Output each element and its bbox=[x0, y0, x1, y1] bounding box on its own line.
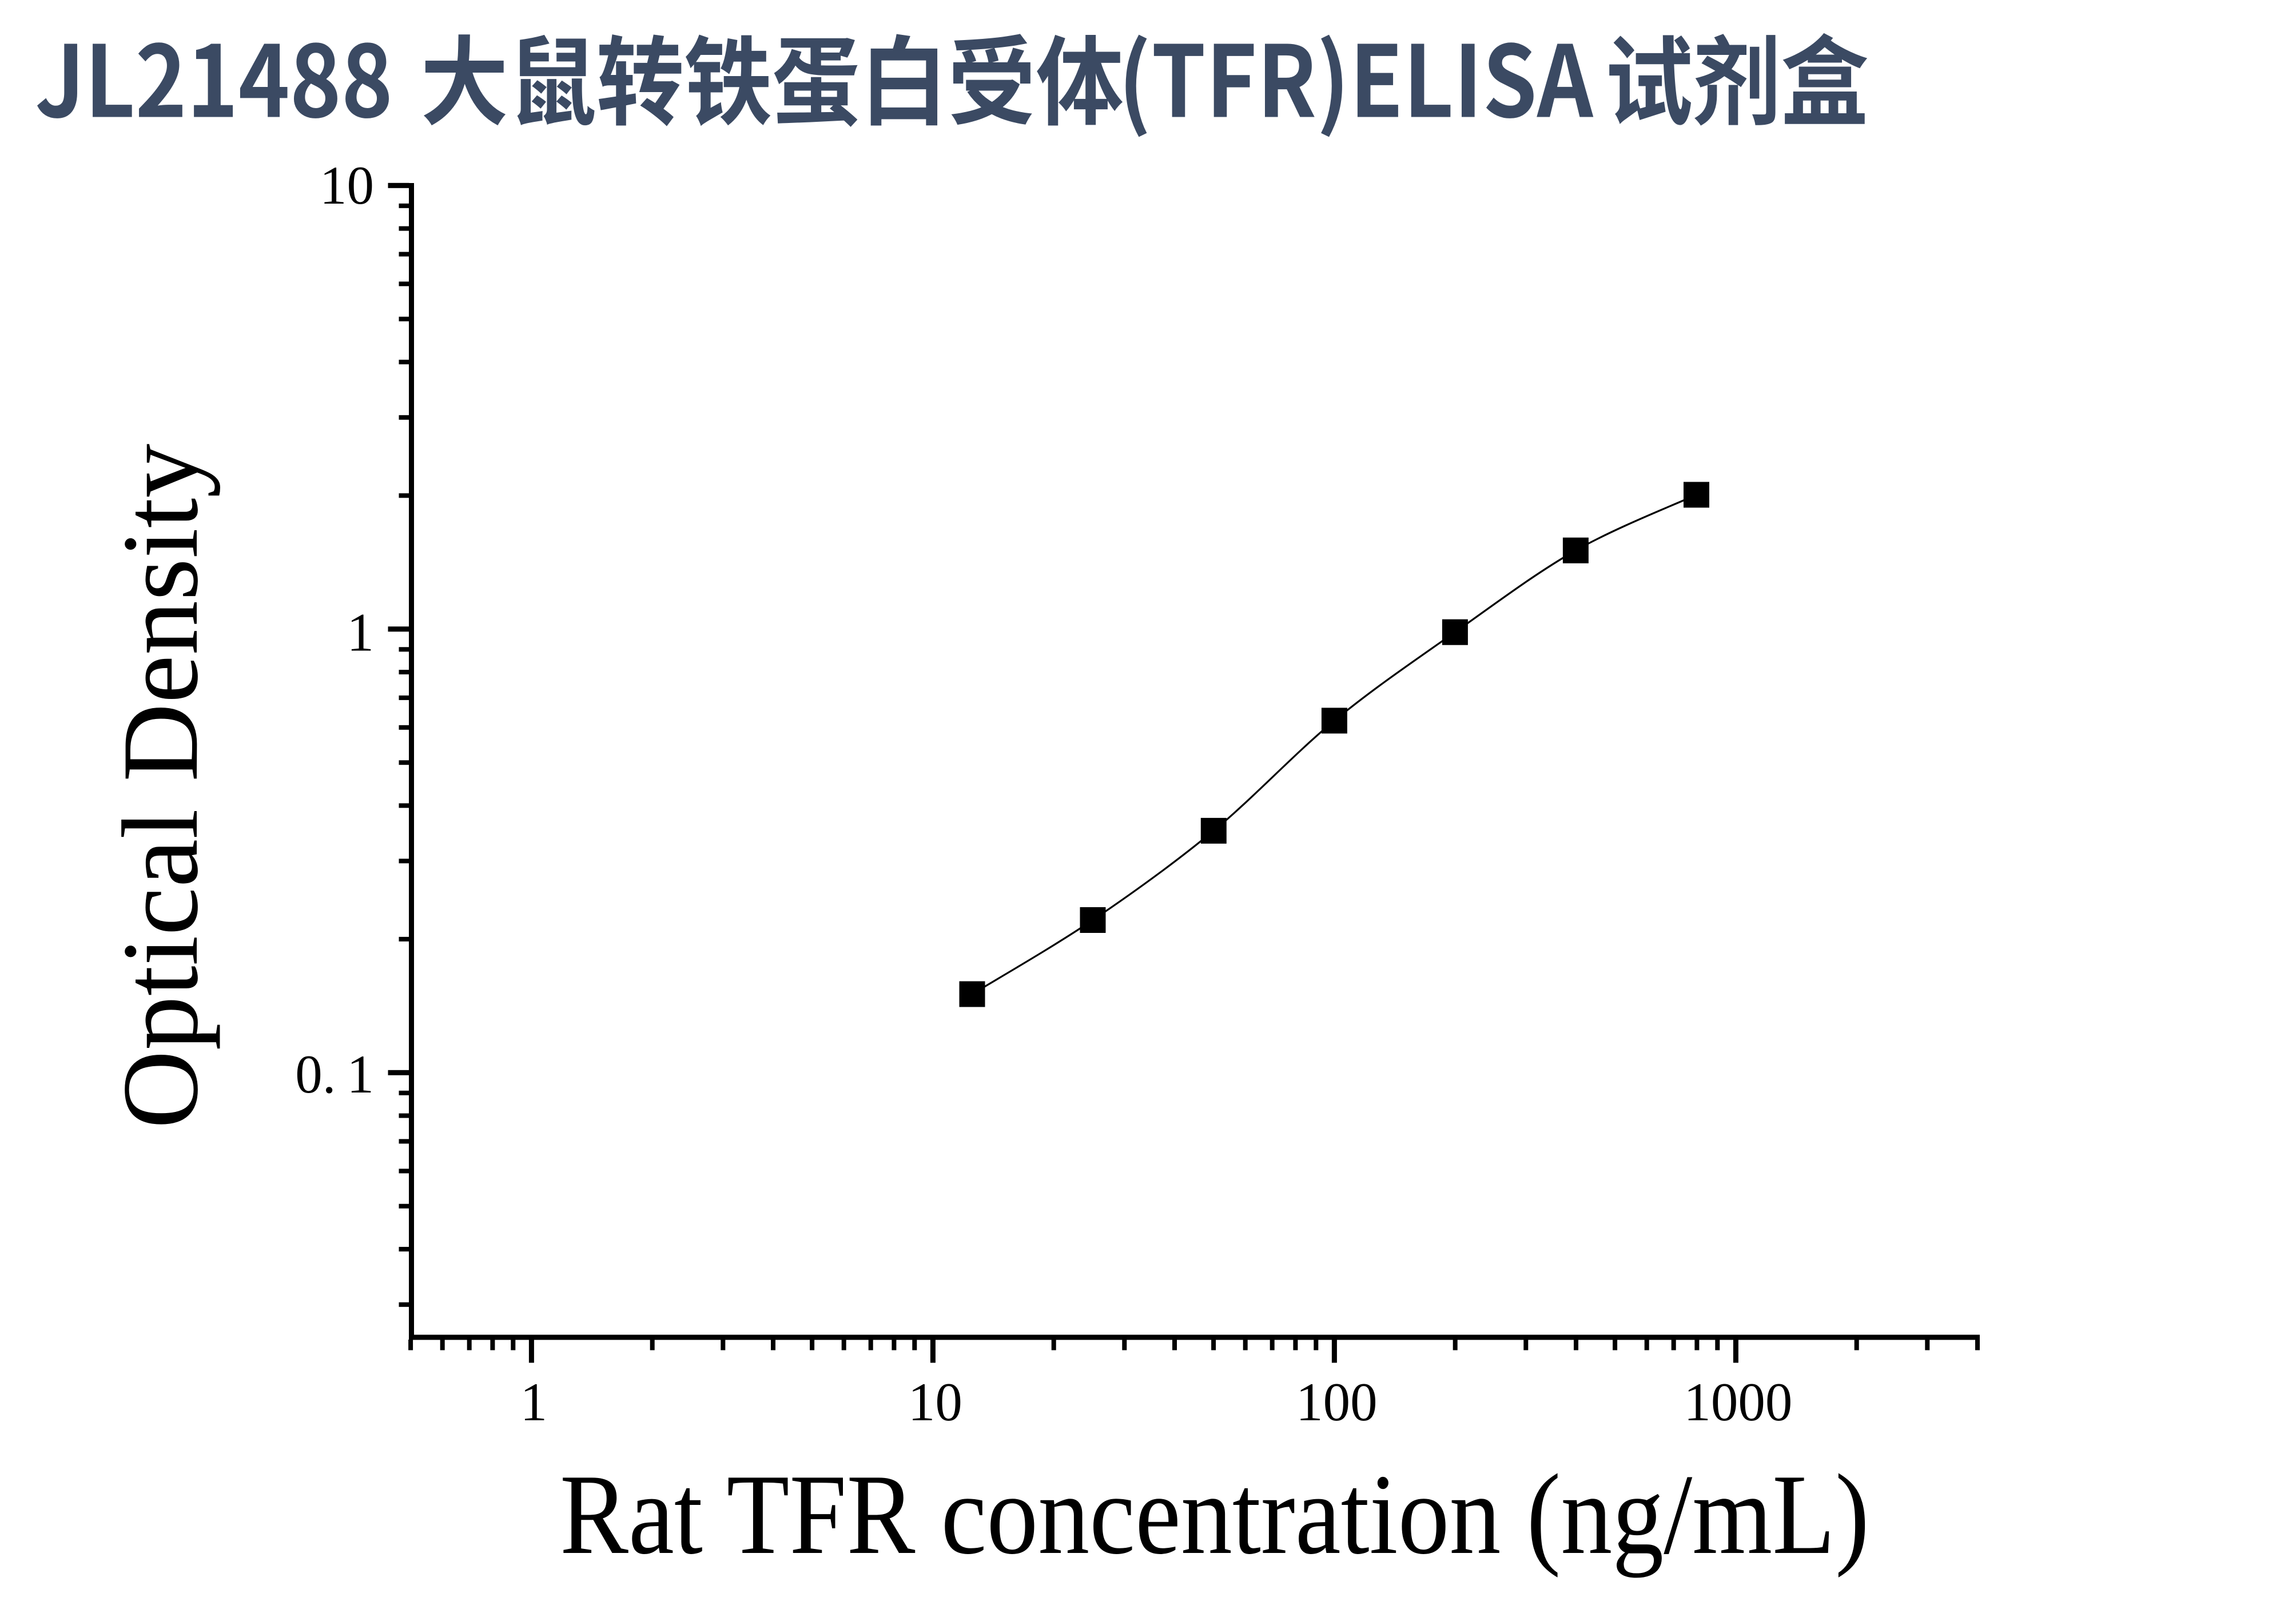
svg-text:1000: 1000 bbox=[1684, 1372, 1792, 1432]
svg-text:100: 100 bbox=[1296, 1372, 1378, 1432]
svg-text:1: 1 bbox=[520, 1372, 548, 1432]
svg-text:1: 1 bbox=[347, 602, 375, 662]
svg-text:0.1: 0. 1 bbox=[295, 1044, 374, 1105]
svg-text:Optical Density: Optical Density bbox=[101, 444, 221, 1129]
svg-text:10: 10 bbox=[908, 1372, 962, 1432]
svg-text:Rat TFR concentration (ng/mL): Rat TFR concentration (ng/mL) bbox=[560, 1451, 1869, 1578]
svg-text:10: 10 bbox=[320, 155, 374, 216]
